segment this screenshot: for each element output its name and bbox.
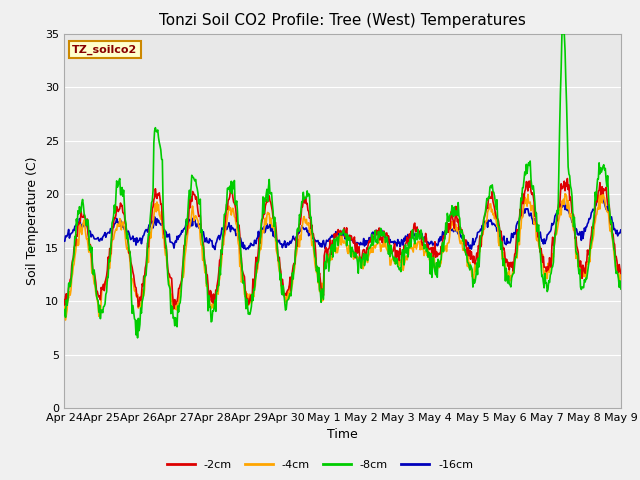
Y-axis label: Soil Temperature (C): Soil Temperature (C) xyxy=(26,156,40,285)
Title: Tonzi Soil CO2 Profile: Tree (West) Temperatures: Tonzi Soil CO2 Profile: Tree (West) Temp… xyxy=(159,13,526,28)
Text: TZ_soilco2: TZ_soilco2 xyxy=(72,45,138,55)
X-axis label: Time: Time xyxy=(327,429,358,442)
Legend: -2cm, -4cm, -8cm, -16cm: -2cm, -4cm, -8cm, -16cm xyxy=(163,456,477,474)
